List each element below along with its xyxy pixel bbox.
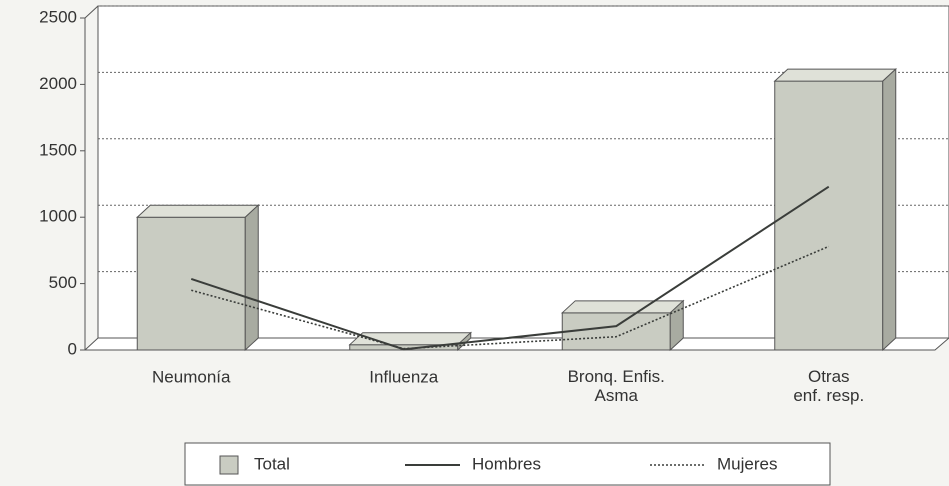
y-tick-label: 1000: [39, 207, 77, 226]
bar-top: [773, 68, 898, 82]
bar: [561, 312, 671, 351]
bar: [774, 80, 884, 351]
bar-top: [348, 332, 473, 346]
legend-label: Total: [254, 454, 290, 473]
legend-label: Hombres: [472, 454, 541, 473]
line: [191, 245, 830, 350]
bar-side: [882, 67, 897, 352]
bar-side: [244, 204, 259, 352]
legend-box: [184, 442, 831, 486]
bar-top: [560, 300, 685, 314]
y-tick-label: 2500: [39, 7, 77, 26]
legend-swatch: [219, 455, 239, 475]
bar-top: [135, 204, 260, 218]
x-tick-label: Otras enf. resp.: [793, 367, 864, 405]
bar-side: [669, 299, 684, 352]
line: [190, 185, 830, 351]
y-tick-label: 0: [68, 339, 77, 358]
y-axis-join: [84, 5, 99, 19]
x-tick-label: Influenza: [369, 367, 439, 386]
x-tick-label: Bronq. Enfis. Asma: [568, 367, 665, 405]
x-tick-label: Neumonía: [152, 367, 231, 386]
y-tick-label: 500: [49, 273, 77, 292]
bar: [136, 216, 246, 351]
y-tick-label: 1500: [39, 140, 77, 159]
y-tick-label: 2000: [39, 74, 77, 93]
legend-label: Mujeres: [717, 454, 777, 473]
